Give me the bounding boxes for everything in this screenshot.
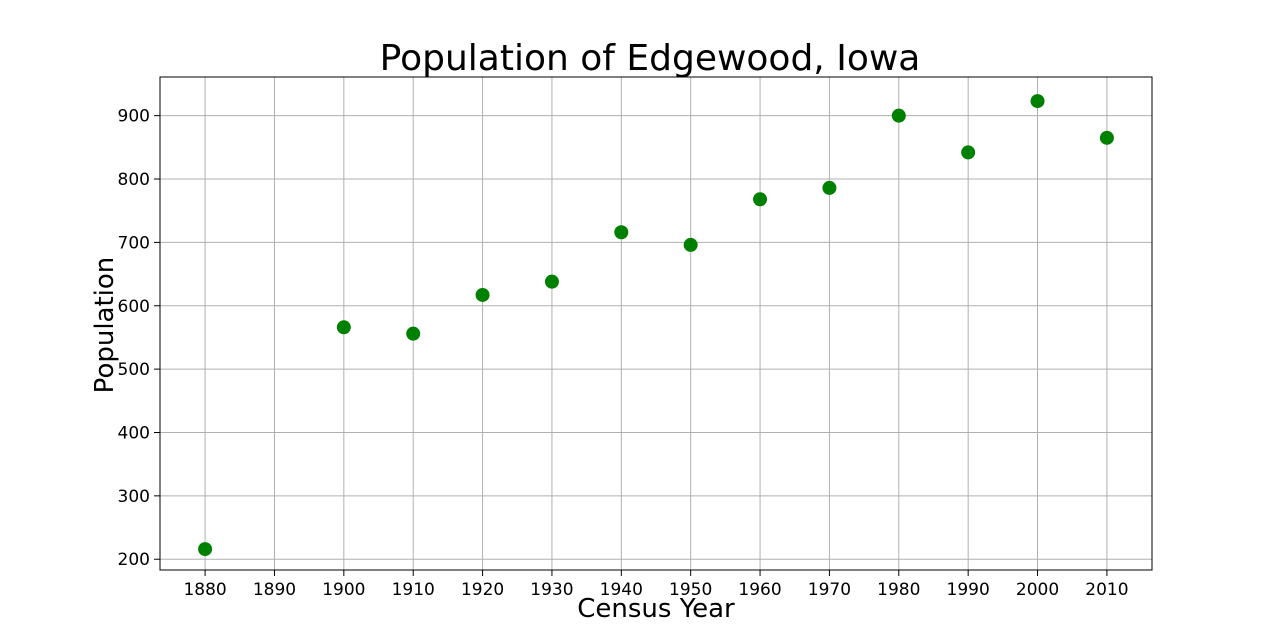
- x-tick-label: 1940: [600, 580, 643, 600]
- x-tick-label: 1970: [808, 580, 851, 600]
- x-tick-label: 1910: [392, 580, 435, 600]
- grid-lines: [160, 77, 1152, 570]
- data-point: [961, 145, 976, 160]
- x-tick-label: 1920: [461, 580, 504, 600]
- axis-ticks: 1880 1890 1900 1910 1920 1930 1940 1950 1960 1970…: [118, 107, 1129, 600]
- x-tick-label: 1900: [322, 580, 365, 600]
- y-tick-label: 700: [118, 233, 150, 253]
- data-point: [544, 274, 559, 289]
- y-axis-title: Population: [90, 257, 120, 394]
- y-tick-label: 200: [118, 550, 150, 570]
- y-tick-label: 500: [118, 360, 150, 380]
- data-point: [336, 320, 351, 335]
- data-points: [198, 94, 1114, 557]
- data-point: [891, 108, 906, 123]
- x-tick-label: 1930: [530, 580, 573, 600]
- x-tick-label: 1880: [183, 580, 226, 600]
- x-tick-label: 2010: [1085, 580, 1128, 600]
- data-point: [683, 237, 698, 252]
- data-point: [822, 180, 837, 195]
- x-axis-title: Census Year: [577, 594, 735, 624]
- data-point: [753, 192, 768, 207]
- x-tick-label: 1890: [253, 580, 296, 600]
- x-tick-label: 1950: [669, 580, 712, 600]
- x-tick-label: 1980: [877, 580, 920, 600]
- x-tick-label: 1990: [947, 580, 990, 600]
- data-point: [475, 287, 490, 302]
- y-tick-label: 300: [118, 487, 150, 507]
- data-point: [406, 326, 421, 341]
- data-point: [1099, 130, 1114, 145]
- data-point: [614, 225, 629, 240]
- data-point: [198, 542, 213, 557]
- y-tick-label: 800: [118, 170, 150, 190]
- y-tick-label: 900: [118, 107, 150, 127]
- plot-frame: [159, 76, 1153, 571]
- data-point: [1030, 94, 1045, 109]
- x-tick-label: 1960: [738, 580, 781, 600]
- y-tick-label: 600: [118, 297, 150, 317]
- chart-title: Population of Edgewood, Iowa: [380, 38, 921, 79]
- x-tick-label: 2000: [1016, 580, 1059, 600]
- y-tick-label: 400: [118, 423, 150, 443]
